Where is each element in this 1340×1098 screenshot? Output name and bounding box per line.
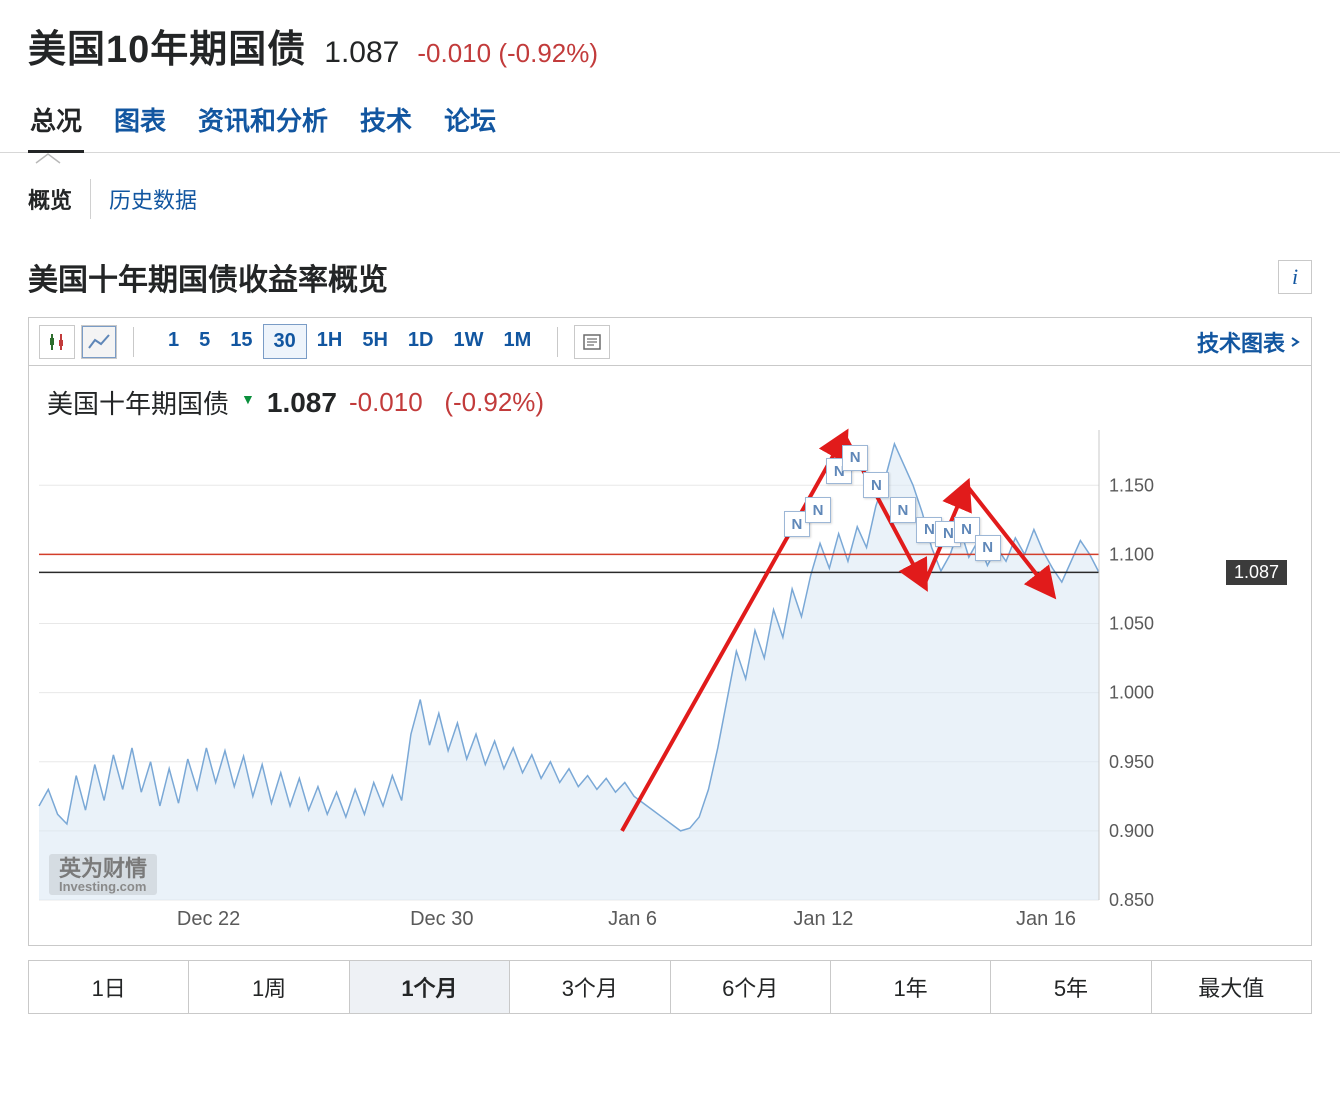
range-tabs: 1日1周1个月3个月6个月1年5年最大值	[28, 960, 1312, 1014]
range-tab[interactable]: 3个月	[510, 961, 670, 1013]
chart-change-pct: (-0.92%)	[444, 387, 544, 417]
news-marker[interactable]: N	[805, 497, 831, 523]
chevron-up-icon	[28, 152, 68, 166]
header-change: -0.010 (-0.92%)	[417, 38, 598, 69]
technical-chart-label: 技术图表	[1197, 326, 1285, 358]
interval-option[interactable]: 1M	[493, 324, 541, 359]
main-tab[interactable]: 技术	[358, 93, 414, 152]
instrument-title: 美国10年期国债	[28, 18, 306, 73]
svg-text:1.050: 1.050	[1109, 614, 1154, 634]
range-tab[interactable]: 1周	[189, 961, 349, 1013]
technical-chart-link[interactable]: 技术图表	[1197, 326, 1301, 358]
info-button[interactable]: i	[1278, 260, 1312, 294]
header-change-abs: -0.010	[417, 38, 491, 68]
news-marker[interactable]: N	[863, 472, 889, 498]
interval-group: 1515301H5H1D1W1M	[158, 324, 541, 359]
tabs-sub: 概览历史数据	[0, 167, 1340, 229]
sub-tab[interactable]: 概览	[28, 179, 91, 219]
news-icon[interactable]	[574, 325, 610, 359]
svg-text:0.900: 0.900	[1109, 821, 1154, 841]
chart-change-abs: -0.010	[349, 387, 423, 417]
chevron-right-icon	[1289, 336, 1301, 348]
chart-changechabs-pct: -0.010 (-0.92%)	[349, 387, 544, 418]
svg-text:Dec 22: Dec 22	[177, 908, 240, 930]
tabs-main: 总况图表资讯和分析技术论坛	[0, 83, 1340, 153]
interval-option[interactable]: 1D	[398, 324, 444, 359]
page-header: 美国10年期国债 1.087 -0.010 (-0.92%)	[0, 0, 1340, 83]
svg-text:0.850: 0.850	[1109, 890, 1154, 910]
chart-toolbar: 1515301H5H1D1W1M 技术图表	[29, 318, 1311, 366]
range-tab[interactable]: 最大值	[1152, 961, 1311, 1013]
svg-text:1.150: 1.150	[1109, 475, 1154, 495]
line-chart-icon[interactable]	[81, 325, 117, 359]
toolbar-separator	[133, 327, 134, 357]
direction-down-icon: ▼	[241, 391, 255, 407]
interval-option[interactable]: 5H	[352, 324, 398, 359]
svg-text:1.000: 1.000	[1109, 683, 1154, 703]
price-chart-svg: 0.850 0.900 0.950 1.000 1.050 1.100 1.150 Dec 2…	[29, 425, 1209, 945]
interval-option[interactable]: 1	[158, 324, 189, 359]
range-tab[interactable]: 6个月	[671, 961, 831, 1013]
news-marker[interactable]: N	[975, 535, 1001, 561]
main-tab[interactable]: 总况	[28, 93, 84, 152]
chart-price: 1.087	[267, 387, 337, 419]
svg-text:Dec 30: Dec 30	[410, 908, 473, 930]
interval-option[interactable]: 15	[220, 324, 262, 359]
interval-option[interactable]: 30	[263, 324, 307, 359]
svg-text:Jan 16: Jan 16	[1016, 908, 1076, 930]
svg-text:Jan 12: Jan 12	[793, 908, 853, 930]
header-change-pct: (-0.92%)	[498, 38, 598, 68]
svg-text:0.950: 0.950	[1109, 752, 1154, 772]
svg-text:Jan 6: Jan 6	[608, 908, 657, 930]
range-tab[interactable]: 5年	[991, 961, 1151, 1013]
chart-area[interactable]: 0.850 0.900 0.950 1.000 1.050 1.100 1.150 Dec 2…	[29, 425, 1311, 945]
current-price-badge: 1.087	[1226, 560, 1287, 585]
interval-option[interactable]: 1H	[307, 324, 353, 359]
candlestick-icon[interactable]	[39, 325, 75, 359]
svg-text:1.100: 1.100	[1109, 544, 1154, 564]
range-tab[interactable]: 1日	[29, 961, 189, 1013]
chart-header: 美国十年期国债 ▼ 1.087 -0.010 (-0.92%)	[29, 366, 1311, 425]
toolbar-separator	[557, 327, 558, 357]
section-title: 美国十年期国债收益率概览	[28, 255, 388, 299]
main-tab[interactable]: 论坛	[442, 93, 498, 152]
range-tab[interactable]: 1年	[831, 961, 991, 1013]
interval-option[interactable]: 1W	[443, 324, 493, 359]
watermark: 英为财情Investing.com	[49, 854, 157, 895]
section-head: 美国十年期国债收益率概览 i	[0, 229, 1340, 317]
main-tab[interactable]: 图表	[112, 93, 168, 152]
news-marker[interactable]: N	[842, 445, 868, 471]
range-tab[interactable]: 1个月	[350, 961, 510, 1013]
interval-option[interactable]: 5	[189, 324, 220, 359]
chart-instrument-name: 美国十年期国债	[47, 384, 229, 421]
main-tab[interactable]: 资讯和分析	[196, 93, 330, 152]
header-price: 1.087	[324, 36, 399, 70]
chart-card: 1515301H5H1D1W1M 技术图表 美国十年期国债 ▼ 1.087 -0…	[28, 317, 1312, 946]
sub-tab[interactable]: 历史数据	[109, 179, 215, 219]
news-marker[interactable]: N	[890, 497, 916, 523]
